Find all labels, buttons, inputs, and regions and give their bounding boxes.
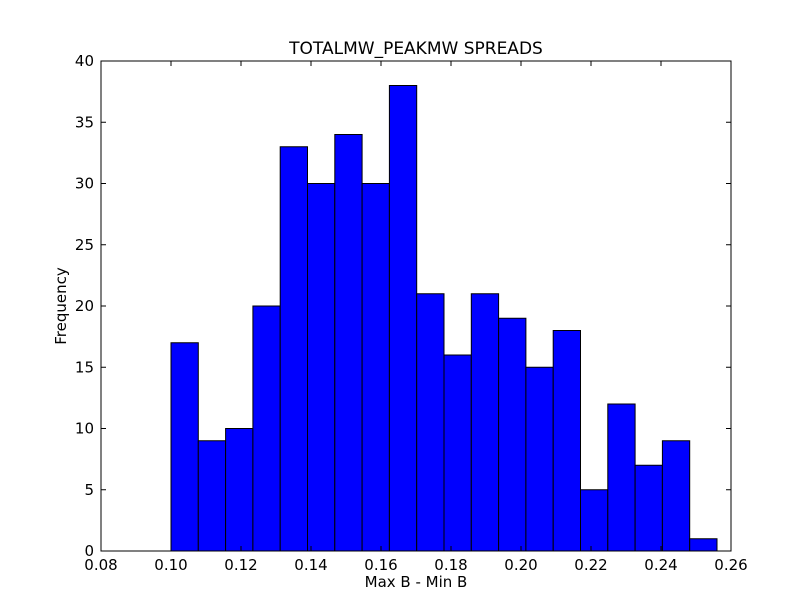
y-tick-label: 30 xyxy=(75,175,94,193)
histogram-bar xyxy=(607,403,636,552)
x-tick-label: 0.08 xyxy=(84,556,117,574)
histogram-bar xyxy=(689,538,718,552)
histogram-bar xyxy=(225,428,254,552)
histogram-bar xyxy=(552,330,582,552)
histogram-bar xyxy=(416,293,445,552)
tick-labels: 0.08 0.10 0.12 0.14 0.16 0.18 0.20 0.22 0.24 0.26… xyxy=(75,52,748,574)
histogram-bar xyxy=(443,354,472,552)
y-tick-label: 35 xyxy=(75,113,94,131)
histogram-bar xyxy=(661,440,691,552)
x-tick-label: 0.10 xyxy=(154,556,187,574)
histogram-bar xyxy=(279,146,309,552)
histogram-bar xyxy=(525,366,554,552)
y-tick-label: 15 xyxy=(75,358,94,376)
x-tick-label: 0.18 xyxy=(434,556,467,574)
histogram-bar xyxy=(307,183,336,552)
histogram-bar xyxy=(498,317,527,552)
histogram-bar xyxy=(361,183,390,552)
y-tick-label: 40 xyxy=(75,52,94,70)
y-tick-label: 5 xyxy=(84,481,94,499)
histogram-bar xyxy=(197,440,227,552)
x-tick-label: 0.12 xyxy=(224,556,257,574)
x-tick-label: 0.14 xyxy=(294,556,327,574)
histogram-bar xyxy=(470,293,500,552)
bar-group xyxy=(170,85,718,552)
y-axis-label: Frequency xyxy=(52,267,70,345)
histogram-bar xyxy=(334,134,363,552)
plot-frame xyxy=(100,60,732,552)
histogram-bar xyxy=(388,85,418,552)
chart-title: TOTALMW_PEAKMW SPREADS xyxy=(288,39,543,59)
y-tick-label: 20 xyxy=(75,297,94,315)
y-tick-label: 25 xyxy=(75,236,94,254)
x-axis-label: Max B - Min B xyxy=(365,573,468,591)
x-tick-label: 0.20 xyxy=(504,556,537,574)
x-tick-label: 0.22 xyxy=(574,556,607,574)
histogram-bar xyxy=(170,342,199,552)
x-tick-label: 0.24 xyxy=(644,556,677,574)
y-tick-label: 10 xyxy=(75,420,94,438)
histogram-bar xyxy=(252,305,281,552)
histogram-bar xyxy=(634,464,663,552)
y-tick-label: 0 xyxy=(84,542,94,560)
histogram-bar xyxy=(580,489,609,552)
x-tick-label: 0.16 xyxy=(364,556,397,574)
x-tick-label: 0.26 xyxy=(714,556,747,574)
